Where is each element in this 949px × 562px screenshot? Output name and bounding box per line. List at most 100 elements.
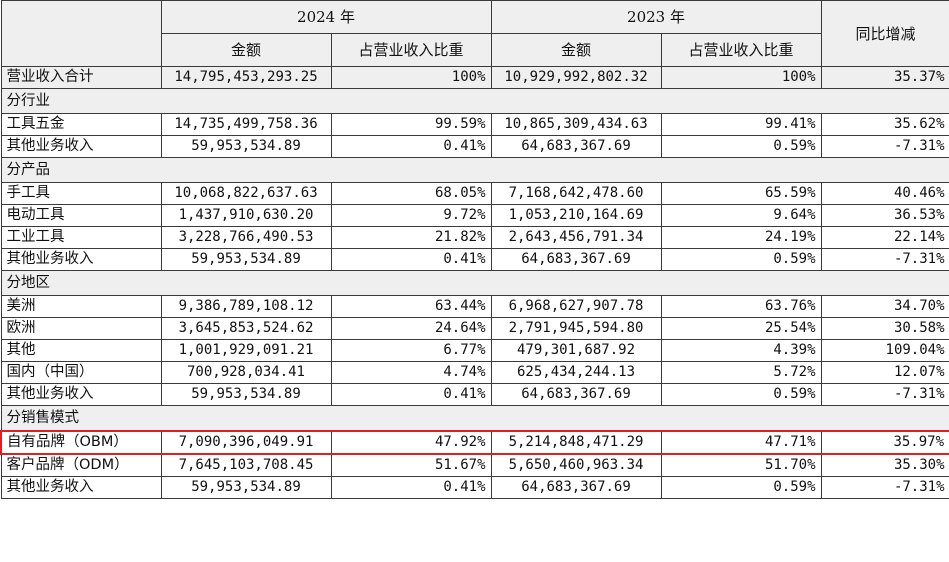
- yoy-change-cell: 22.14%: [820, 226, 949, 249]
- yoy-change-cell: 35.30%: [820, 453, 949, 477]
- share-2024-cell: 100%: [330, 66, 492, 89]
- amount-2023-cell: 64,683,367.69: [490, 135, 662, 158]
- row-label: 其他业务收入: [0, 135, 162, 158]
- amount-2024-cell: 1,001,929,091.21: [160, 339, 332, 362]
- section-title: 分行业: [0, 88, 949, 114]
- amount-2023-cell: 479,301,687.92: [490, 339, 662, 362]
- table-body: 营业收入合计 14,795,453,293.25 100% 10,929,992…: [0, 66, 949, 499]
- amount-2023-cell: 6,968,627,907.78: [490, 295, 662, 318]
- share-2024-cell: 68.05%: [330, 182, 492, 205]
- amount-2024-cell: 3,645,853,524.62: [160, 317, 332, 340]
- yoy-change-cell: 35.62%: [820, 113, 949, 136]
- row-label: 客户品牌（ODM）: [0, 453, 162, 477]
- section-title: 分地区: [0, 270, 949, 296]
- share-2024-cell: 63.44%: [330, 295, 492, 318]
- amount-2024-cell: 59,953,534.89: [160, 135, 332, 158]
- share-2023-cell: 0.59%: [660, 476, 822, 499]
- section-header-row: 分产品: [0, 157, 949, 183]
- yoy-change-cell: 40.46%: [820, 182, 949, 205]
- amount-2023-cell: 1,053,210,164.69: [490, 204, 662, 227]
- table-row: 美洲 9,386,789,108.12 63.44% 6,968,627,907.78…: [0, 295, 949, 318]
- amount-2023-cell: 2,643,456,791.34: [490, 226, 662, 249]
- share-2023-cell: 4.39%: [660, 339, 822, 362]
- share-2023-cell: 0.59%: [660, 248, 822, 271]
- table-row: 工具五金 14,735,499,758.36 99.59% 10,865,309,43…: [0, 113, 949, 136]
- table-row: 电动工具 1,437,910,630.20 9.72% 1,053,210,164.6…: [0, 204, 949, 227]
- amount-2023-cell: 2,791,945,594.80: [490, 317, 662, 340]
- yoy-change-cell: 34.70%: [820, 295, 949, 318]
- amount-2024-cell: 59,953,534.89: [160, 248, 332, 271]
- share-2023-cell: 51.70%: [660, 453, 822, 477]
- table-row: 其他业务收入 59,953,534.89 0.41% 64,683,367.69 0.5…: [0, 476, 949, 499]
- row-label: 其他业务收入: [0, 248, 162, 271]
- header-amount-2024: 金额: [160, 33, 332, 67]
- amount-2023-cell: 5,650,460,963.34: [490, 453, 662, 477]
- row-label: 其他业务收入: [0, 476, 162, 499]
- amount-2023-cell: 64,683,367.69: [490, 248, 662, 271]
- share-2024-cell: 0.41%: [330, 248, 492, 271]
- share-2024-cell: 24.64%: [330, 317, 492, 340]
- row-label: 自有品牌（OBM）: [0, 430, 162, 455]
- table-row: 其他业务收入 59,953,534.89 0.41% 64,683,367.69 0.5…: [0, 248, 949, 271]
- revenue-breakdown-table: 2024 年 2023 年 同比增减 金额 占营业收入比重 金额 占营业收入比重…: [0, 0, 949, 499]
- amount-2024-cell: 14,735,499,758.36: [160, 113, 332, 136]
- yoy-change-cell: 109.04%: [820, 339, 949, 362]
- share-2024-cell: 21.82%: [330, 226, 492, 249]
- amount-2024-cell: 7,090,396,049.91: [160, 430, 332, 455]
- yoy-change-cell: -7.31%: [820, 248, 949, 271]
- share-2024-cell: 4.74%: [330, 361, 492, 384]
- table-row: 欧洲 3,645,853,524.62 24.64% 2,791,945,594.80…: [0, 317, 949, 340]
- amount-2024-cell: 1,437,910,630.20: [160, 204, 332, 227]
- amount-2024-cell: 59,953,534.89: [160, 476, 332, 499]
- share-2024-cell: 6.77%: [330, 339, 492, 362]
- share-2023-cell: 25.54%: [660, 317, 822, 340]
- share-2023-cell: 24.19%: [660, 226, 822, 249]
- amount-2023-cell: 10,929,992,802.32: [490, 66, 662, 89]
- row-label: 其他: [0, 339, 162, 362]
- yoy-change-cell: -7.31%: [820, 476, 949, 499]
- header-year-2023: 2023 年: [490, 0, 822, 34]
- amount-2023-cell: 64,683,367.69: [490, 383, 662, 406]
- share-2023-cell: 0.59%: [660, 135, 822, 158]
- yoy-change-cell: -7.31%: [820, 383, 949, 406]
- row-label: 电动工具: [0, 204, 162, 227]
- table-row: 其他业务收入 59,953,534.89 0.41% 64,683,367.69 0.5…: [0, 383, 949, 406]
- row-label: 营业收入合计: [0, 66, 162, 89]
- section-title: 分销售模式: [0, 405, 949, 432]
- amount-2023-cell: 5,214,848,471.29: [490, 430, 662, 455]
- amount-2023-cell: 64,683,367.69: [490, 476, 662, 499]
- share-2024-cell: 51.67%: [330, 453, 492, 477]
- amount-2024-cell: 3,228,766,490.53: [160, 226, 332, 249]
- share-2024-cell: 0.41%: [330, 135, 492, 158]
- table-row: 其他业务收入 59,953,534.89 0.41% 64,683,367.69 0.5…: [0, 135, 949, 158]
- row-label: 其他业务收入: [0, 383, 162, 406]
- share-2023-cell: 0.59%: [660, 383, 822, 406]
- amount-2023-cell: 7,168,642,478.60: [490, 182, 662, 205]
- amount-2023-cell: 10,865,309,434.63: [490, 113, 662, 136]
- row-label: 国内（中国）: [0, 361, 162, 384]
- table-header: 2024 年 2023 年 同比增减 金额 占营业收入比重 金额 占营业收入比重: [0, 0, 949, 67]
- table-row: 手工具 10,068,822,637.63 68.05% 7,168,642,478.…: [0, 182, 949, 205]
- amount-2024-cell: 9,386,789,108.12: [160, 295, 332, 318]
- row-label: 工具五金: [0, 113, 162, 136]
- total-row: 营业收入合计 14,795,453,293.25 100% 10,929,992…: [0, 66, 949, 89]
- yoy-change-cell: 30.58%: [820, 317, 949, 340]
- table-row: 客户品牌（ODM） 7,645,103,708.45 51.67% 5,650,460…: [0, 453, 949, 477]
- yoy-change-cell: 35.37%: [820, 66, 949, 89]
- header-year-2024: 2024 年: [160, 0, 492, 34]
- amount-2023-cell: 625,434,244.13: [490, 361, 662, 384]
- amount-2024-cell: 7,645,103,708.45: [160, 453, 332, 477]
- table-row: 工业工具 3,228,766,490.53 21.82% 2,643,456,791.…: [0, 226, 949, 249]
- header-yoy-change: 同比增减: [820, 0, 949, 67]
- share-2023-cell: 65.59%: [660, 182, 822, 205]
- share-2023-cell: 5.72%: [660, 361, 822, 384]
- share-2024-cell: 99.59%: [330, 113, 492, 136]
- amount-2024-cell: 59,953,534.89: [160, 383, 332, 406]
- share-2023-cell: 100%: [660, 66, 822, 89]
- header-share-2023: 占营业收入比重: [660, 33, 822, 67]
- section-header-row: 分行业: [0, 88, 949, 114]
- share-2023-cell: 9.64%: [660, 204, 822, 227]
- section-header-row: 分销售模式: [0, 405, 949, 432]
- share-2023-cell: 99.41%: [660, 113, 822, 136]
